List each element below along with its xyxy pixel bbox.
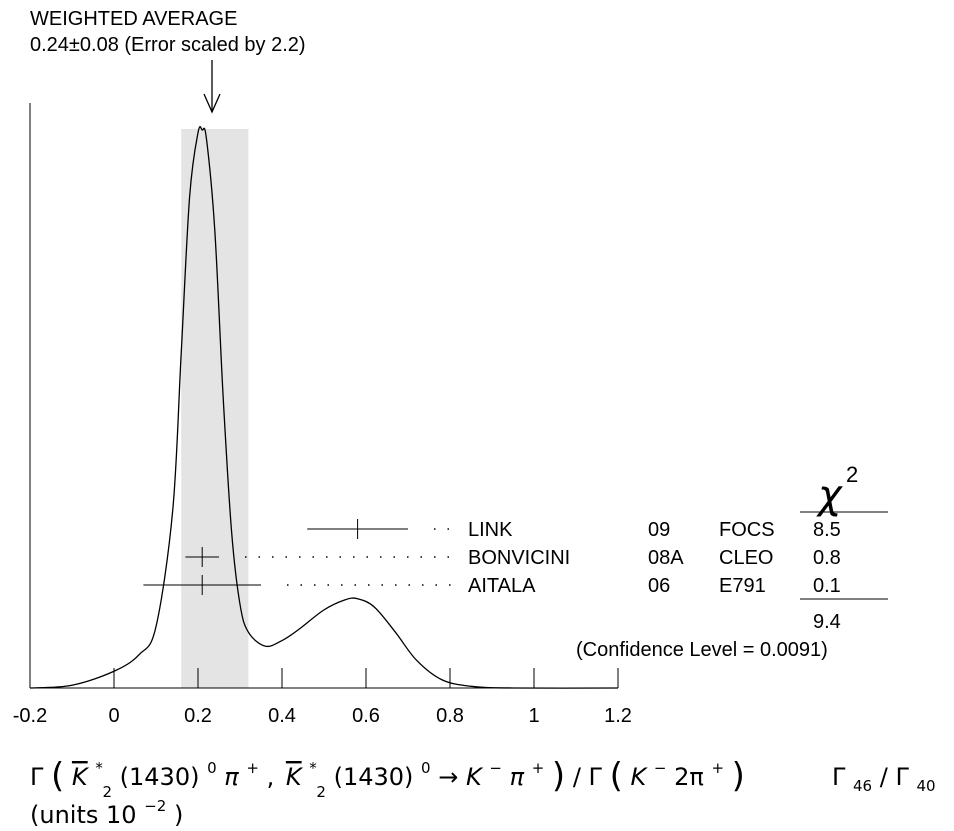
x-tick-label: 0 bbox=[108, 705, 119, 727]
confidence-level: (Confidence Level = 0.0091) bbox=[576, 639, 828, 661]
measurement-row: BONVICINI 08A CLEO 0.8 bbox=[185, 547, 841, 569]
measurement-chi2: 0.8 bbox=[813, 547, 841, 569]
x-axis-ticks: -0.2 0 0.2 0.4 0.6 0.8 1 1.2 bbox=[13, 668, 632, 727]
decay-caption: Γ ( K * 2 (1430) 0 π + , K * 2 (1430) 0 … bbox=[30, 751, 745, 803]
x-tick-label: 0.4 bbox=[268, 705, 296, 727]
measurement-year: 09 bbox=[648, 519, 670, 541]
x-tick-label: 1 bbox=[528, 705, 539, 727]
measurement-year: 06 bbox=[648, 575, 670, 597]
measurement-chi2: 0.1 bbox=[813, 575, 841, 597]
average-arrow-icon bbox=[203, 60, 221, 114]
measurement-experiment: CLEO bbox=[719, 547, 773, 569]
weighted-average-band bbox=[181, 129, 249, 688]
measurement-experiment: E791 bbox=[719, 575, 766, 597]
x-tick-label: 0.8 bbox=[436, 705, 464, 727]
ideogram-curve bbox=[29, 126, 619, 689]
chi2-total: 9.4 bbox=[813, 611, 841, 633]
chi2-header-exponent: 2 bbox=[846, 462, 858, 487]
chart-title: WEIGHTED AVERAGE bbox=[30, 8, 237, 30]
chart-subtitle: 0.24±0.08 (Error scaled by 2.2) bbox=[30, 34, 306, 56]
measurement-author: BONVICINI bbox=[468, 547, 570, 569]
measurement-author: LINK bbox=[468, 519, 513, 541]
measurement-row: LINK 09 FOCS 8.5 bbox=[307, 519, 841, 541]
caption-kbar-1: K bbox=[72, 763, 90, 791]
ratio-label: Γ 46 / Γ 40 bbox=[832, 763, 936, 797]
chi2-header: χ bbox=[816, 472, 843, 518]
x-tick-label: 0.6 bbox=[352, 705, 380, 727]
measurement-chi2: 8.5 bbox=[813, 519, 841, 541]
units-label: (units 10 −2 ) bbox=[30, 789, 183, 829]
x-tick-label: 1.2 bbox=[604, 705, 632, 727]
caption-big-paren-open: ( bbox=[51, 756, 64, 796]
measurement-row: AITALA 06 E791 0.1 bbox=[143, 575, 841, 597]
measurement-experiment: FOCS bbox=[719, 519, 775, 541]
measurement-rows: LINK 09 FOCS 8.5 BONVICINI 08A CLEO 0.8 AITALA 06… bbox=[143, 519, 841, 597]
x-tick-label: 0.2 bbox=[184, 705, 212, 727]
x-tick-label: -0.2 bbox=[13, 705, 47, 727]
caption-kbar-2: K bbox=[286, 763, 304, 791]
measurement-author: AITALA bbox=[468, 575, 536, 597]
measurement-year: 08A bbox=[648, 547, 684, 569]
